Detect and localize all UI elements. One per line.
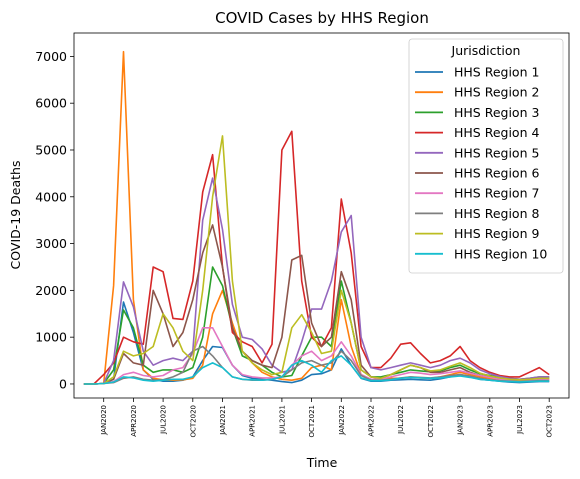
legend-item: HHS Region 1 xyxy=(415,65,539,80)
legend-label: HHS Region 4 xyxy=(454,125,539,140)
x-tick-label: APR2020 xyxy=(130,405,138,437)
x-tick-label: APR2023 xyxy=(486,405,494,437)
legend-label: HHS Region 8 xyxy=(454,206,539,221)
legend-item: HHS Region 8 xyxy=(415,206,539,221)
x-tick-label: JAN2022 xyxy=(338,405,346,436)
x-tick-label: JUL2020 xyxy=(160,405,168,435)
legend-label: HHS Region 6 xyxy=(454,166,539,181)
legend-frame xyxy=(408,38,564,274)
x-tick-label: JUL2023 xyxy=(516,405,524,435)
legend-item: HHS Region 7 xyxy=(415,186,539,201)
legend-items: HHS Region 1 HHS Region 2 HHS Region 3 HHS … xyxy=(415,65,547,261)
x-axis: JAN2020 APR2020 JUL2020 OCT2020 JAN2021 APR20… xyxy=(100,398,554,438)
y-tick-label: 6000 xyxy=(35,96,67,111)
legend-item: HHS Region 2 xyxy=(415,85,539,100)
y-tick-label: 3000 xyxy=(35,236,67,251)
y-axis: 0 1000 2000 3000 4000 5000 6000 7000 xyxy=(35,49,74,391)
legend-label: HHS Region 7 xyxy=(454,186,539,201)
x-tick-label: JUL2021 xyxy=(278,405,286,435)
series-line-hhs-region-7 xyxy=(83,326,550,385)
legend-item: HHS Region 3 xyxy=(415,105,539,120)
y-tick-label: 4000 xyxy=(35,189,67,204)
legend-item: HHS Region 10 xyxy=(415,246,547,261)
legend-label: HHS Region 1 xyxy=(454,65,539,80)
y-axis-label: COVID-19 Deaths xyxy=(8,161,23,270)
legend-label: HHS Region 2 xyxy=(454,85,539,100)
legend-label: HHS Region 3 xyxy=(454,105,539,120)
legend-item: HHS Region 5 xyxy=(415,145,539,160)
series-line-hhs-region-5 xyxy=(83,177,550,385)
legend-title: Jurisdiction xyxy=(451,43,521,58)
x-tick-label: APR2022 xyxy=(368,405,376,437)
legend-label: HHS Region 9 xyxy=(454,226,539,241)
x-tick-label: OCT2022 xyxy=(427,405,435,438)
x-tick-label: JUL2022 xyxy=(397,405,405,435)
x-tick-label: OCT2023 xyxy=(546,405,554,438)
x-tick-label: JAN2023 xyxy=(457,405,465,436)
legend-label: HHS Region 10 xyxy=(454,246,547,261)
series-line-hhs-region-10 xyxy=(83,355,550,385)
series-line-hhs-region-9 xyxy=(83,135,550,385)
x-tick-label: OCT2021 xyxy=(308,405,316,438)
x-tick-label: OCT2020 xyxy=(189,405,197,438)
y-tick-label: 7000 xyxy=(35,49,67,64)
legend-item: HHS Region 6 xyxy=(415,166,539,181)
x-tick-label: JAN2020 xyxy=(100,405,108,436)
plot-frame xyxy=(73,32,570,399)
x-tick-label: JAN2021 xyxy=(219,405,227,436)
y-tick-label: 1000 xyxy=(35,330,67,345)
x-axis-label: Time xyxy=(306,455,338,470)
legend-item: HHS Region 4 xyxy=(415,125,539,140)
series-line-hhs-region-3 xyxy=(83,266,550,385)
series-lines xyxy=(83,50,550,385)
chart-title: COVID Cases by HHS Region xyxy=(215,9,429,27)
plot-area: 0 1000 2000 3000 4000 5000 6000 7000 JAN2020 APR… xyxy=(35,32,570,438)
y-tick-label: 5000 xyxy=(35,142,67,157)
y-tick-label: 0 xyxy=(59,376,67,391)
x-tick-label: APR2021 xyxy=(249,405,257,437)
y-tick-label: 2000 xyxy=(35,283,67,298)
legend-label: HHS Region 5 xyxy=(454,145,539,160)
legend-item: HHS Region 9 xyxy=(415,226,539,241)
